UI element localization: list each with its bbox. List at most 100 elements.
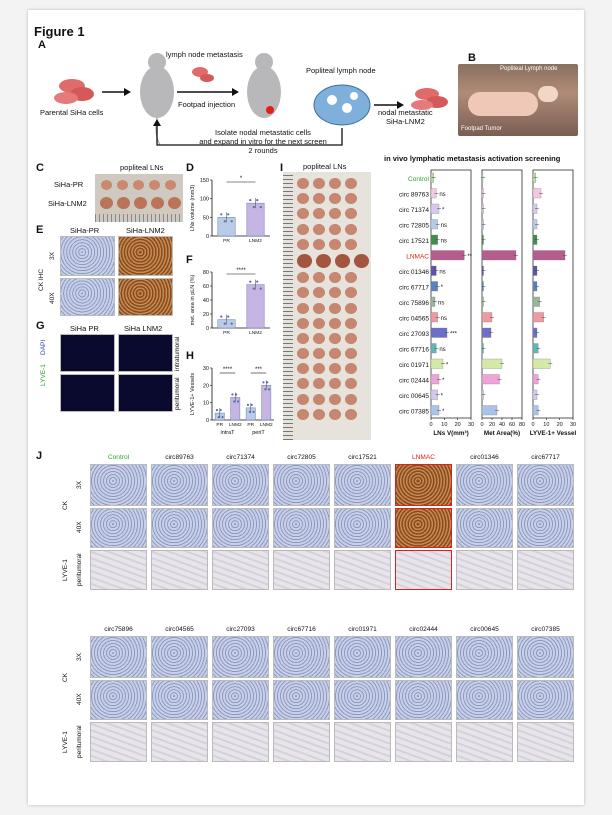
data-point (249, 280, 252, 283)
lymph-node-sample (316, 253, 331, 268)
data-point (220, 315, 223, 318)
y-axis-label: LNs volume (mm3) (190, 185, 196, 232)
data-point (267, 388, 271, 391)
y-axis-label: met. area in pLN (%) (190, 274, 196, 325)
panel-label-g: G (36, 320, 45, 332)
j-row-40x: 40X (76, 693, 83, 705)
j-40x-image (212, 508, 269, 548)
j-3x-image (90, 464, 147, 506)
j-row-3x: 3X (76, 653, 83, 661)
j-lyve-image (517, 722, 574, 762)
lymph-node-sample (297, 223, 309, 235)
lymph-node-sample (313, 238, 325, 250)
bar (532, 358, 551, 369)
panel-label-b: B (468, 52, 476, 64)
g-pr-intra-image (60, 334, 115, 372)
j-40x-image (395, 680, 452, 720)
lymph-node-sample (297, 302, 309, 314)
e-col-pr: SiHa-PR (70, 226, 100, 235)
group-label: periT (252, 430, 265, 436)
sig-label: ns (438, 301, 444, 307)
e-lnm2-40x-image (118, 278, 173, 316)
e-row-3x: 3X (49, 252, 56, 260)
category-label: LNMAC (406, 253, 429, 260)
j-column-label: circ04565 (165, 626, 194, 633)
siha-lnm2-label: SiHa-LNM2 (386, 117, 425, 126)
j-40x-image (334, 680, 391, 720)
data-point (227, 213, 230, 216)
lymph-node-sample (345, 208, 357, 220)
panel-label-j: J (36, 450, 43, 462)
data-point (250, 403, 253, 406)
j-column-label: Control (107, 454, 130, 461)
lymph-node-sample (313, 272, 325, 284)
j-lyve-image (212, 550, 269, 590)
x-tick-label: PR (223, 238, 230, 244)
x-tick-label: PR (247, 422, 254, 428)
g-pr-peri-image (60, 374, 115, 412)
j-lyve-image (90, 550, 147, 590)
lymph-node-sample (345, 332, 357, 344)
lymph-node-sample (297, 408, 309, 420)
panel-label-f: F (186, 254, 193, 266)
j-column-label: circ27093 (226, 626, 255, 633)
j-lyve-image (456, 550, 513, 590)
data-point (248, 410, 251, 413)
panel-label-i: I (280, 162, 284, 174)
sig-label: **** (223, 367, 233, 373)
lymph-node-sample (313, 317, 325, 329)
j-row-peritumoral: peritumoral (76, 725, 83, 759)
sig-label: * (446, 363, 449, 369)
x-tick-label: LNM2 (260, 422, 273, 428)
lymph-node-sample (297, 363, 309, 375)
figure-page: Figure 1 A (28, 10, 584, 805)
data-point (256, 199, 259, 202)
j-lyve-image (151, 722, 208, 762)
y-tick-label: 20 (203, 383, 209, 389)
x-tick-label: LNM2 (249, 238, 262, 244)
j-40x-image (273, 508, 330, 548)
j-column-label: circ01971 (348, 626, 377, 633)
lymph-node-sample (297, 272, 309, 284)
lymph-node-sample (345, 223, 357, 235)
bar (430, 250, 465, 261)
j-row-3x: 3X (76, 481, 83, 489)
x-tick-label: 20 (455, 422, 461, 428)
j-40x-image (151, 680, 208, 720)
j-lyve-image (395, 722, 452, 762)
lymph-node-sample (329, 178, 341, 189)
g-col-lnm2: SiHa LNM2 (124, 324, 163, 333)
x-tick-label: 0 (429, 422, 432, 428)
lymph-node-sample (313, 408, 325, 420)
category-label: circ 75896 (399, 300, 429, 307)
data-point (249, 199, 252, 202)
popliteal-ln-photo (95, 174, 183, 222)
j-40x-image (456, 680, 513, 720)
x-tick-label: 60 (509, 422, 515, 428)
figure-title: Figure 1 (34, 24, 85, 39)
x-tick-label: 10 (543, 422, 549, 428)
lymph-node-sample (297, 378, 309, 390)
lymph-node-sample (335, 253, 350, 268)
j-lyve-image (334, 550, 391, 590)
j-3x-image (517, 636, 574, 678)
x-axis-label: Met Area(%) (484, 430, 520, 437)
lymph-node-sample (313, 223, 325, 235)
y-tick-label: 20 (203, 312, 209, 318)
i-screen-title: in vivo lymphatic metastasis activation … (384, 154, 561, 163)
panel-label-h: H (186, 350, 194, 362)
lymph-node-sample (313, 208, 325, 220)
parental-cells-icon (54, 79, 94, 104)
panel-frame (430, 169, 472, 419)
sig-label: ns (439, 192, 445, 198)
lymph-node-sample (313, 193, 325, 205)
category-label: circ 72805 (399, 222, 429, 229)
lymph-node-sample (297, 178, 309, 189)
g-col-pr: SiHa PR (70, 324, 99, 333)
category-label: circ 71374 (399, 207, 429, 214)
category-label: circ 04565 (399, 315, 429, 322)
lymph-node-sample (313, 178, 325, 189)
lymph-node-sample (313, 332, 325, 344)
j-40x-image (517, 508, 574, 548)
lymph-node-sample (329, 408, 341, 420)
